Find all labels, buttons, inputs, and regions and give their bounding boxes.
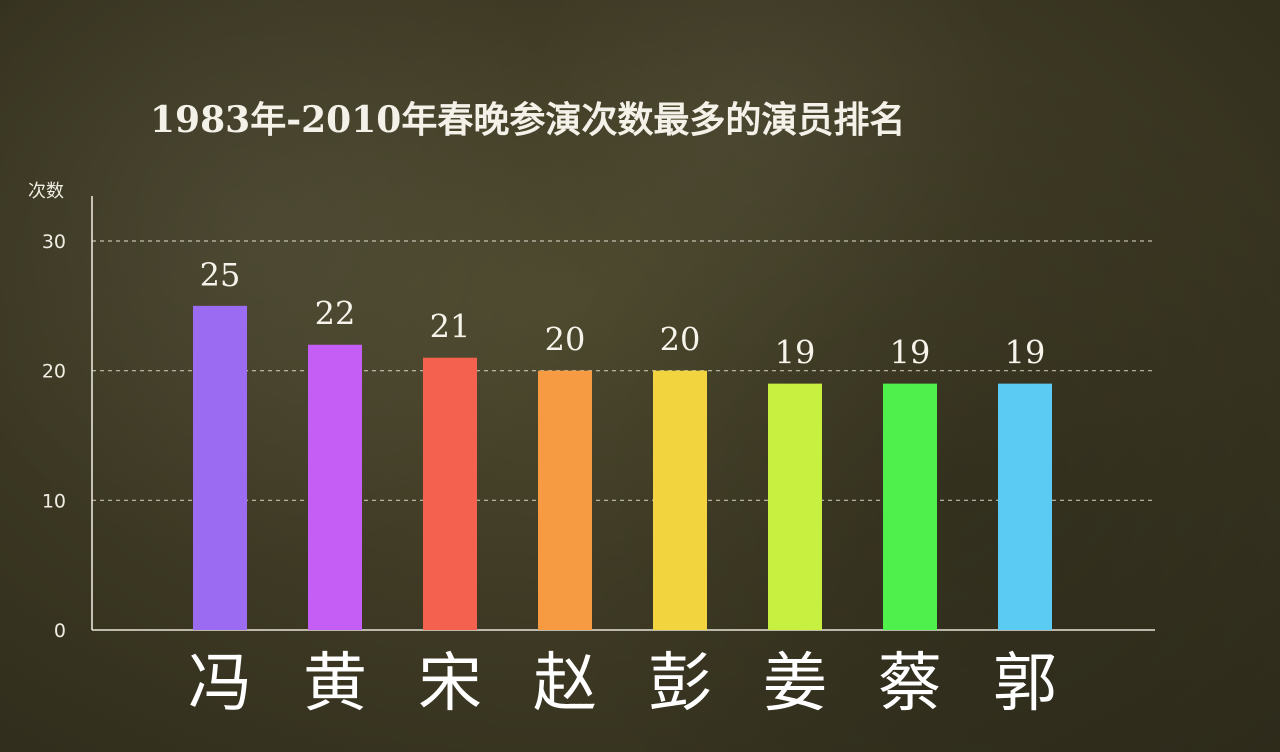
bar-2 [423,357,477,630]
x-tick-label: 郭 [993,647,1057,721]
bar-1 [308,344,362,630]
value-labels: 25 22 21 20 20 19 19 19 [200,256,1046,372]
bars [193,305,1052,630]
y-tick-label: 30 [42,231,66,253]
x-tick-label: 冯 [188,647,252,721]
gridlines [92,240,1155,501]
y-tick-labels: 0 10 20 30 [42,231,66,642]
x-tick-label: 宋 [418,647,482,721]
value-label: 22 [315,295,356,333]
bar-4 [653,370,707,630]
y-axis-label: 次数 [28,181,64,202]
value-label: 19 [890,334,931,372]
bar-0 [193,305,247,630]
value-label: 20 [545,321,586,359]
chart-title: 1983年-2010年春晚参演次数最多的演员排名 [150,99,905,141]
value-label: 21 [430,308,471,346]
x-tick-label: 赵 [533,647,597,721]
x-tick-label: 彭 [648,647,712,721]
x-tick-label: 蔡 [878,647,942,721]
y-tick-label: 10 [42,490,66,512]
bar-3 [538,370,592,630]
y-tick-label: 0 [54,620,66,642]
value-label: 19 [1005,334,1046,372]
axes [91,196,1155,631]
x-tick-label: 黄 [303,647,367,721]
value-label: 19 [775,334,816,372]
y-tick-label: 20 [42,361,66,383]
bar-6 [883,383,937,630]
x-tick-label: 姜 [763,647,827,721]
value-label: 20 [660,321,701,359]
x-tick-labels: 冯黄宋赵彭姜蔡郭 [188,647,1057,721]
bar-7 [998,383,1052,630]
value-label: 25 [200,256,241,294]
bar-5 [768,383,822,630]
